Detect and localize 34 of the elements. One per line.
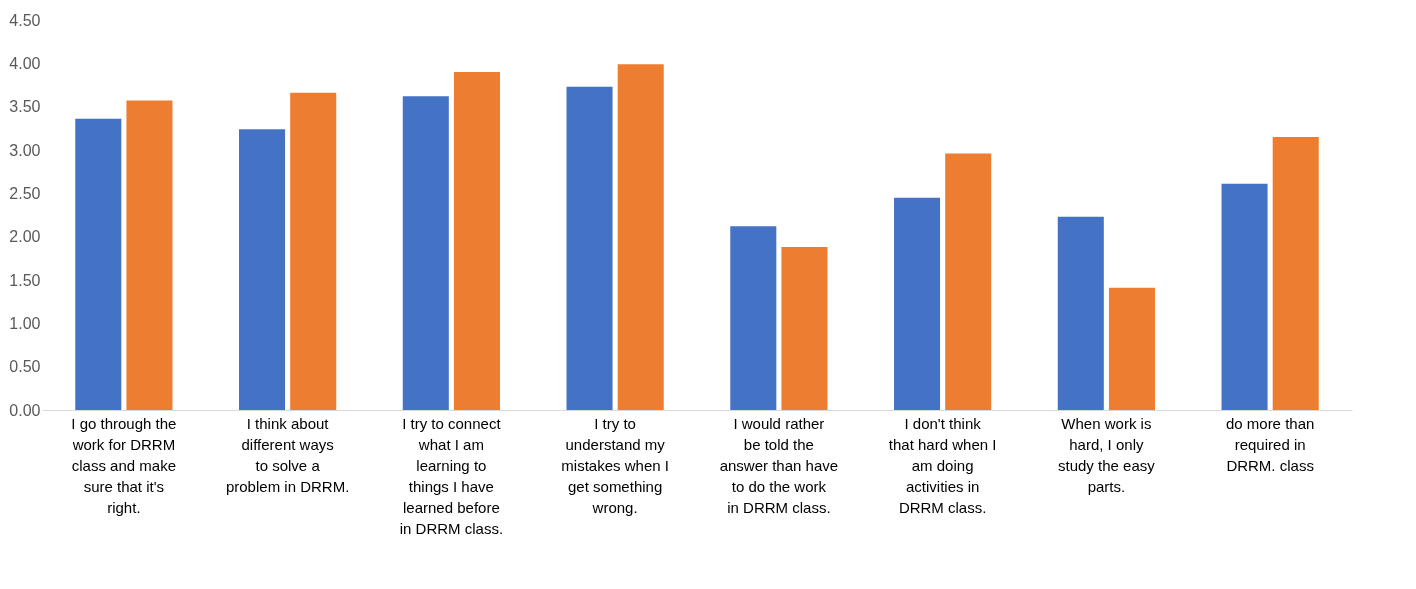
bar [894,197,941,410]
x-tick-label: When work is hard, I only study the easy parts. [1058,414,1156,495]
bar [566,86,613,410]
y-tick-label: 3.00 [9,141,41,159]
y-tick-label: 0.50 [9,358,41,376]
y-tick-label: 4.50 [9,11,41,29]
x-tick-label: I try to connect what I am learning to things I have learned before in DRRM class. [399,414,504,537]
y-tick-label: 1.00 [9,314,41,332]
y-tick-label: 3.50 [9,98,41,116]
y-tick-label: 2.00 [9,228,41,246]
x-tick-label: I don't think that hard when I am doing activities in DRRM class. [888,414,997,516]
bar [945,153,992,410]
bar [1221,183,1268,410]
y-tick-label: 0.00 [9,401,41,419]
x-tick-label: I would rather be told the answer than have to do the work in DRRM class. [719,414,839,516]
x-tick-label: do more than required in DRRM. class [1225,414,1315,474]
bar [402,96,449,410]
bar [730,226,777,410]
bar [453,72,500,410]
bar [290,92,337,410]
bar [781,247,828,410]
bar [1108,287,1155,410]
bar [75,118,122,410]
bar [1272,137,1319,410]
bar [617,64,664,410]
y-tick-label: 2.50 [9,184,41,202]
x-tick-label: I go through the work for DRRM class and make sure that it's right. [71,414,177,516]
bar [126,100,173,410]
bar [239,129,286,410]
x-tick-label: I think about different ways to solve a problem in DRRM. [225,414,350,495]
x-tick-label: I try to understand my mistakes when I get something wrong. [561,414,669,516]
y-tick-label: 1.50 [9,271,41,289]
bar [1057,216,1104,410]
y-tick-label: 4.00 [9,54,41,72]
